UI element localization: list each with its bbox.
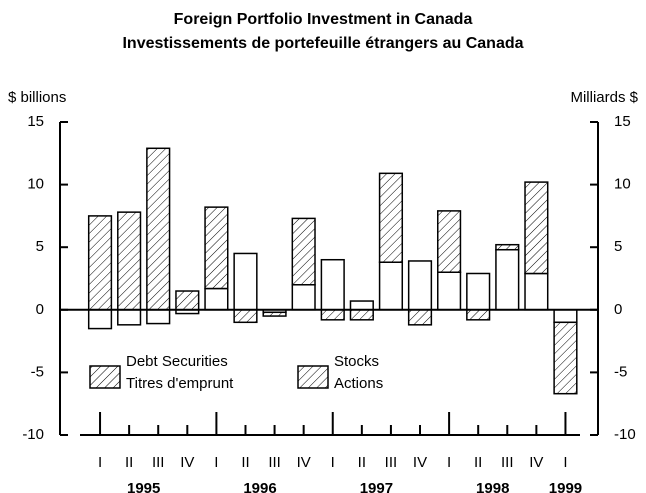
x-tick-label: I xyxy=(331,454,335,471)
legend-label: Stocks xyxy=(334,353,379,370)
legend-swatch xyxy=(89,365,121,389)
legend-label-fr: Actions xyxy=(334,375,383,392)
y2-tick-label: 15 xyxy=(614,113,631,130)
bar-segment xyxy=(320,258,345,311)
y2-tick-label: 0 xyxy=(614,301,622,318)
bar-segment xyxy=(175,290,200,311)
y2-tick-label: -10 xyxy=(614,426,636,443)
bar-segment xyxy=(320,309,345,321)
bar-segment xyxy=(146,147,171,311)
x-tick-label: II xyxy=(358,454,366,471)
x-tick-label: II xyxy=(125,454,133,471)
x-tick-label: I xyxy=(98,454,102,471)
bar-segment xyxy=(262,311,287,317)
chart-subtitle: Investissements de portefeuille étranger… xyxy=(122,35,523,52)
x-tick-label: IV xyxy=(297,454,311,471)
y-tick-label: 5 xyxy=(36,238,44,255)
y-tick-label: 10 xyxy=(27,176,44,193)
x-tick-label: III xyxy=(268,454,281,471)
x-tick-label: III xyxy=(501,454,514,471)
bar-segment xyxy=(291,284,316,311)
bar-segment xyxy=(524,181,549,275)
bar-segment xyxy=(204,287,229,311)
bar-segment xyxy=(291,217,316,286)
bar-segment xyxy=(349,309,374,321)
bar-segment xyxy=(349,300,374,311)
bar-segment xyxy=(378,172,404,263)
year-label: 1997 xyxy=(360,480,393,493)
year-label: 1996 xyxy=(243,480,276,493)
legend-label: Debt Securities xyxy=(126,353,228,370)
bar-segment xyxy=(146,309,171,325)
x-tick-label: I xyxy=(214,454,218,471)
bar-segment xyxy=(204,206,229,290)
bar-segment xyxy=(378,261,404,311)
bar-segment xyxy=(407,309,433,326)
x-tick-label: III xyxy=(385,454,398,471)
bar-segment xyxy=(437,210,462,273)
bar-segment xyxy=(553,309,578,324)
bar-segment xyxy=(117,211,142,311)
bar-segment xyxy=(495,248,520,311)
bar-segment xyxy=(117,309,142,326)
bar-segment xyxy=(466,309,491,321)
bar-segment xyxy=(524,272,549,311)
bar-segment xyxy=(87,215,113,311)
y2-tick-label: 10 xyxy=(614,176,631,193)
bar-segment xyxy=(233,252,258,311)
x-tick-label: II xyxy=(241,454,249,471)
x-tick-label: III xyxy=(152,454,165,471)
chart-title: Foreign Portfolio Investment in Canada xyxy=(174,11,473,28)
legend-label-fr: Titres d'emprunt xyxy=(126,375,234,392)
year-label: 1998 xyxy=(476,480,509,493)
bar-segment xyxy=(437,271,462,311)
x-tick-label: I xyxy=(447,454,451,471)
x-tick-label: I xyxy=(563,454,567,471)
bar-segment xyxy=(87,309,113,330)
y2-axis-label: Milliards $ xyxy=(570,89,638,106)
legend-swatch xyxy=(297,365,329,389)
x-tick-label: IV xyxy=(413,454,427,471)
x-tick-label: IV xyxy=(180,454,194,471)
x-tick-label: IV xyxy=(529,454,543,471)
bar-segment xyxy=(466,272,491,311)
bar-segment xyxy=(495,243,520,251)
y-tick-label: -10 xyxy=(22,426,44,443)
year-label: 1999 xyxy=(549,480,582,493)
bar-segment xyxy=(553,321,578,395)
y2-tick-label: 5 xyxy=(614,238,622,255)
bar-segment xyxy=(407,260,433,311)
year-label: 1995 xyxy=(127,480,160,493)
x-tick-label: II xyxy=(474,454,482,471)
y2-tick-label: -5 xyxy=(614,363,627,380)
y-tick-label: 15 xyxy=(27,113,44,130)
bar-segment xyxy=(233,309,258,324)
y-tick-label: 0 xyxy=(36,301,44,318)
y-axis-label: $ billions xyxy=(8,89,66,106)
y-tick-label: -5 xyxy=(31,363,44,380)
